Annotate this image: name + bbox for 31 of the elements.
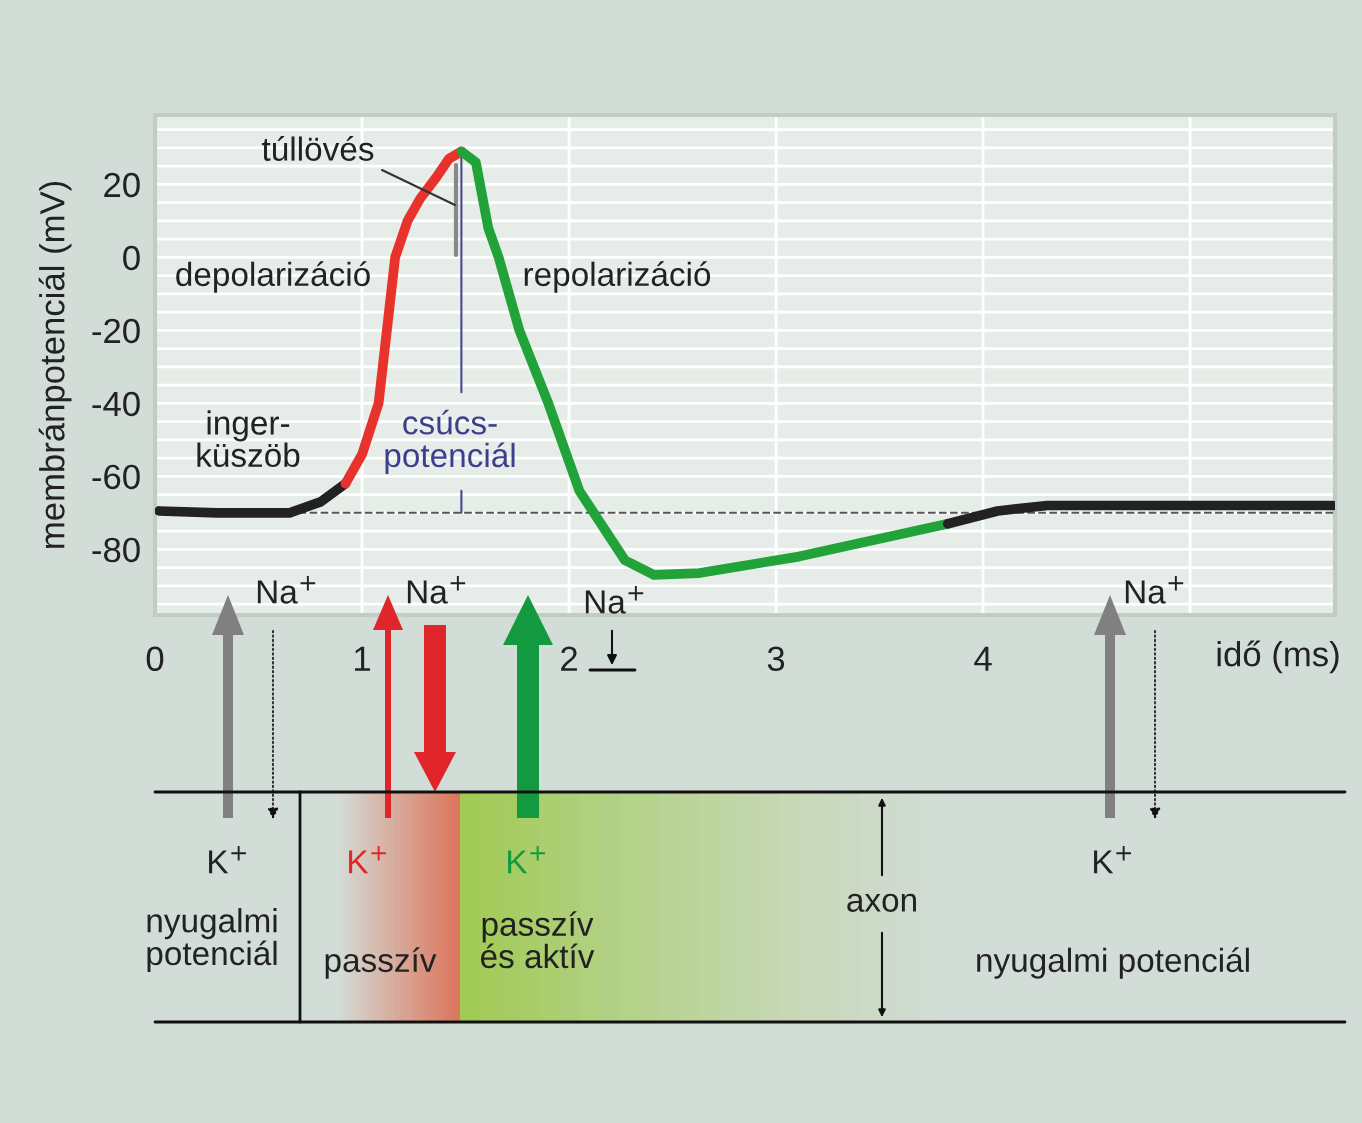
x-tick-label: 4	[974, 646, 992, 671]
annotation: depolarizáció	[176, 261, 370, 293]
text: passzív és aktív	[480, 911, 595, 969]
x-tick-label: 2	[561, 646, 577, 671]
x-axis-title: idő (ms)	[1217, 640, 1339, 674]
text: K$^{+}$	[508, 845, 545, 874]
annotation: Na$^{+}$	[585, 585, 644, 614]
annotation: repolarizáció	[524, 261, 711, 293]
annotation: Na$^{+}$	[1125, 575, 1184, 604]
text: K$^{+}$	[349, 845, 386, 874]
text: K$^{+}$	[209, 845, 246, 874]
y-tick-label: -60	[92, 464, 140, 490]
text: nyugalmi potenciál	[977, 947, 1249, 979]
y-tick-label: -40	[92, 391, 140, 417]
x-tick-label: 3	[767, 646, 785, 672]
text: axon	[847, 893, 916, 912]
x-tick-label: 0	[146, 646, 164, 672]
annotation: csúcs- potenciál	[385, 409, 515, 474]
annotation: túllövés	[262, 136, 374, 161]
annotation: Na$^{+}$	[257, 575, 316, 604]
annotation: inger- küszöb	[197, 410, 300, 468]
y-tick-label: -80	[92, 537, 140, 563]
text: K$^{+}$	[1094, 845, 1131, 874]
y-axis-title: membránpotenciál (mV)	[38, 181, 72, 548]
y-tick-label: -20	[92, 318, 140, 344]
text: passzív	[325, 947, 437, 979]
y-tick-label: 20	[104, 172, 140, 198]
annotation: Na$^{+}$	[407, 575, 466, 604]
text: nyugalmi potenciál	[147, 908, 277, 972]
x-tick-label: 1	[355, 646, 370, 671]
y-tick-label: 0	[123, 245, 140, 271]
